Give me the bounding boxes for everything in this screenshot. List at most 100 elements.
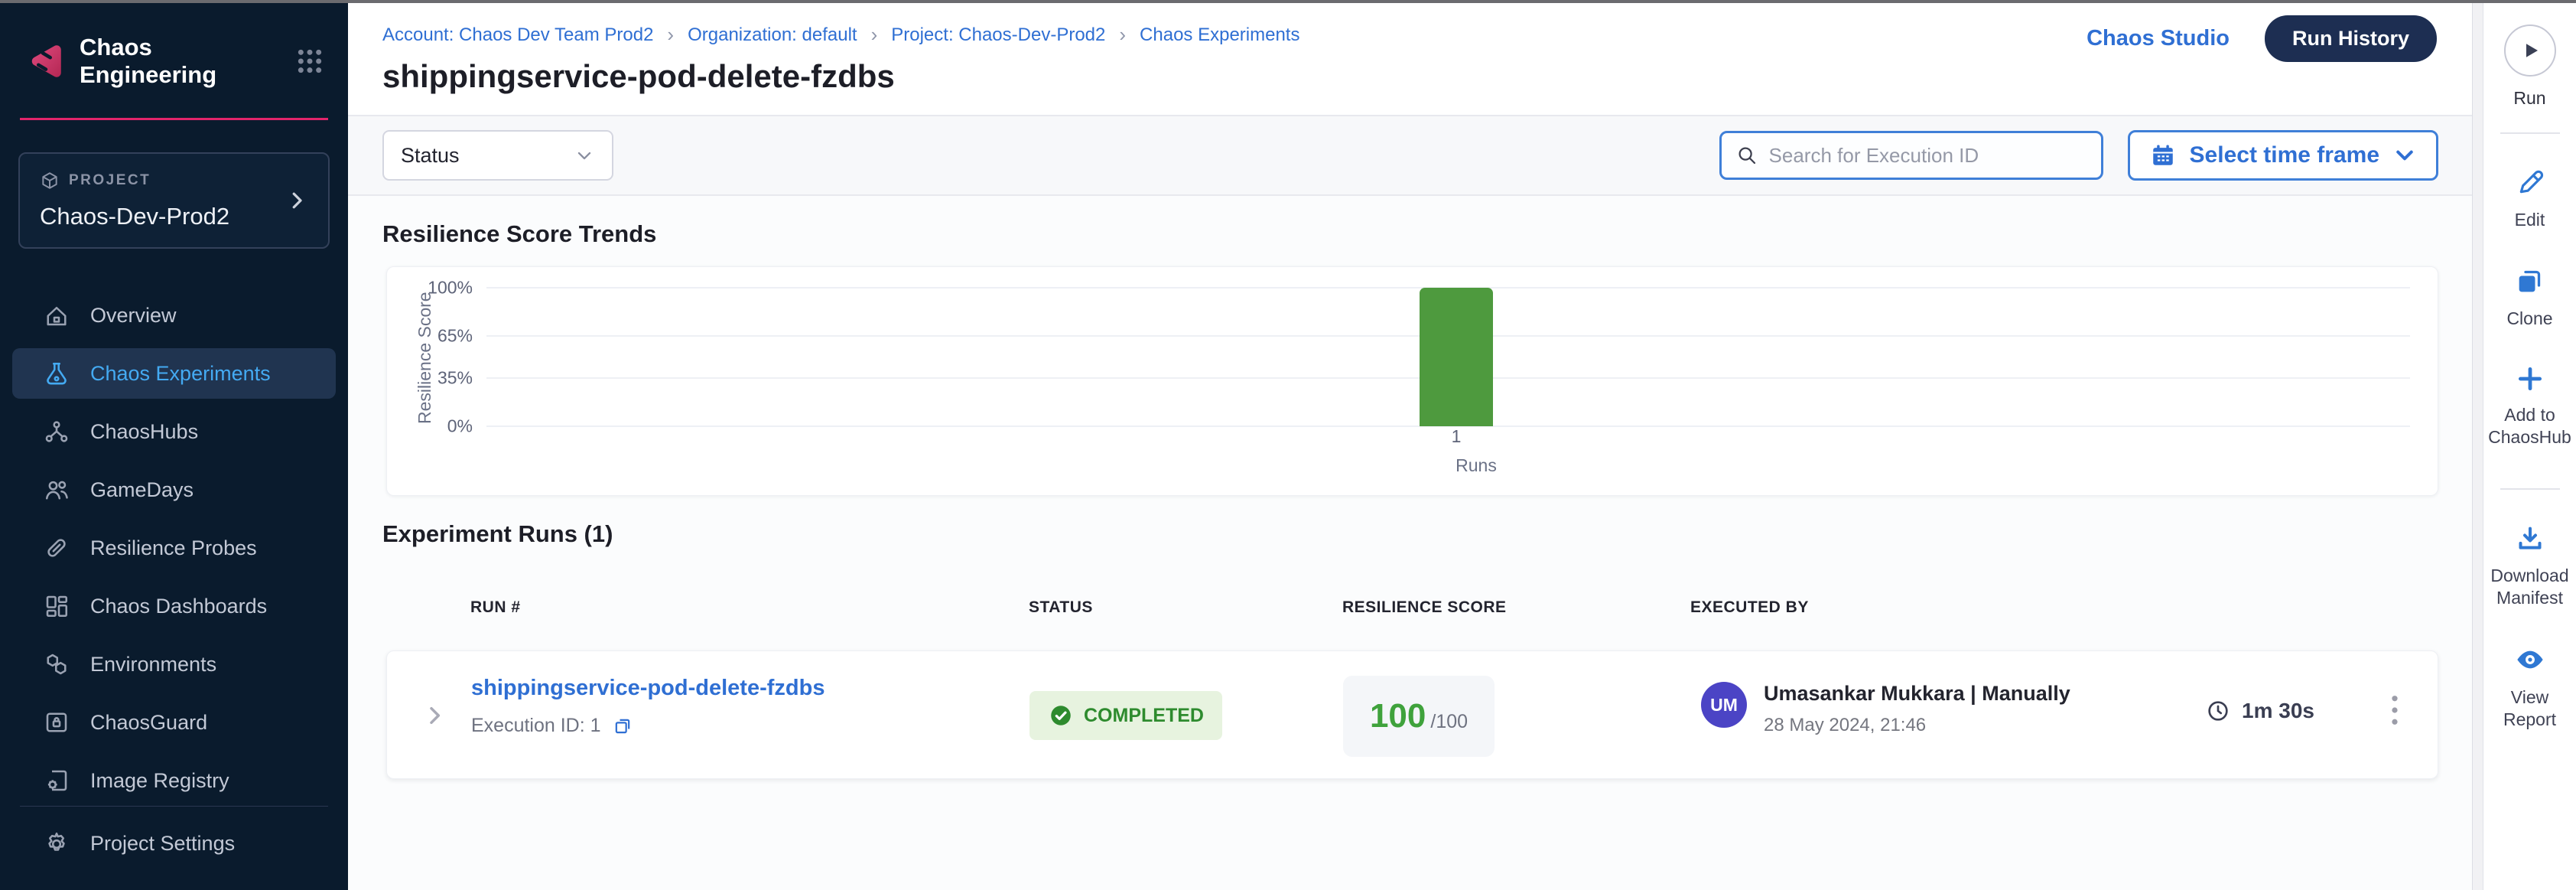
sidebar-item-environments[interactable]: Environments: [12, 639, 336, 690]
sidebar-item-resilience-probes[interactable]: Resilience Probes: [12, 523, 336, 573]
chaos-studio-link[interactable]: Chaos Studio: [2086, 26, 2230, 51]
sidebar-item-chaosguard[interactable]: ChaosGuard: [12, 697, 336, 748]
sidebar-nav: Overview Chaos Experiments ChaosHubs Gam…: [0, 282, 348, 806]
sidebar-item-label: GameDays: [90, 478, 194, 501]
search-input[interactable]: [1768, 143, 2087, 168]
status-text: COMPLETED: [1084, 704, 1204, 726]
download-manifest-button[interactable]: Download Manifest: [2483, 523, 2576, 609]
duration-cell: 1m 30s: [2206, 699, 2314, 723]
duration-text: 1m 30s: [2242, 699, 2314, 722]
filter-bar: Status Select time frame: [348, 115, 2472, 196]
breadcrumb-account[interactable]: Account: Chaos Dev Team Prod2: [382, 24, 654, 45]
sidebar-item-project-settings[interactable]: Project Settings: [12, 828, 336, 859]
sidebar-item-label: Environments: [90, 652, 217, 676]
rail-divider: [2500, 487, 2560, 490]
chart-y-axis-label: Resilience Score: [415, 292, 434, 424]
breadcrumb-project[interactable]: Project: Chaos-Dev-Prod2: [891, 24, 1106, 45]
breadcrumb: Account: Chaos Dev Team Prod2 › Organiza…: [382, 23, 1299, 47]
sidebar-item-label: ChaosHubs: [90, 419, 199, 443]
runs-table-header: RUN # STATUS RESILIENCE SCORE EXECUTED B…: [386, 598, 2438, 621]
status-filter-label: Status: [401, 143, 460, 167]
executed-at: 28 May 2024, 21:46: [1764, 715, 1927, 735]
run-experiment-button[interactable]: Run: [2503, 24, 2556, 109]
dashboard-icon: [43, 592, 70, 620]
chart-plot: 0% 35% 65% 100%: [428, 278, 2410, 436]
brand-accent-line: [20, 118, 328, 121]
view-report-button[interactable]: View Report: [2483, 644, 2576, 731]
window-top-edge: [0, 0, 2576, 3]
gridline: [486, 425, 2410, 427]
chart-bar: [1420, 288, 1493, 426]
sidebar-item-label: Project Settings: [90, 832, 236, 856]
status-filter-dropdown[interactable]: Status: [382, 130, 613, 181]
chart-x-tick: 1: [1451, 426, 1462, 446]
search-icon: [1738, 147, 1755, 165]
eye-icon: [2516, 650, 2543, 669]
home-icon: [43, 302, 70, 329]
sidebar: Chaos Engineering PROJECT Chaos-Dev-Prod…: [0, 3, 348, 890]
chart-title: Resilience Score Trends: [382, 220, 657, 247]
sidebar-item-chaoshubs[interactable]: ChaosHubs: [12, 406, 336, 457]
execution-id-label: Execution ID: 1: [471, 715, 601, 736]
gear-icon: [43, 830, 70, 858]
probe-icon: [43, 534, 70, 562]
avatar: UM: [1701, 682, 1747, 728]
breadcrumb-separator: ›: [870, 23, 878, 46]
column-header-score: RESILIENCE SCORE: [1342, 598, 1507, 616]
clone-button[interactable]: Clone: [2506, 266, 2553, 330]
view-report-label: View Report: [2503, 687, 2557, 729]
chart-x-axis-label: Runs: [1456, 455, 1497, 475]
sidebar-item-image-registry[interactable]: Image Registry: [12, 755, 336, 806]
column-header-run: RUN #: [470, 598, 521, 616]
sidebar-item-label: Chaos Experiments: [90, 361, 271, 385]
sidebar-item-chaos-dashboards[interactable]: Chaos Dashboards: [12, 581, 336, 631]
y-tick-label: 65%: [437, 325, 473, 346]
sidebar-item-chaos-experiments[interactable]: Chaos Experiments: [12, 348, 336, 399]
copy-icon[interactable]: [612, 716, 633, 737]
calendar-icon: [2152, 145, 2173, 165]
y-tick-label: 35%: [437, 367, 473, 388]
run-name-link[interactable]: shippingservice-pod-delete-fzdbs: [471, 676, 825, 700]
sidebar-item-label: Chaos Dashboards: [90, 594, 268, 618]
sidebar-divider: [20, 806, 328, 807]
time-frame-label: Select time frame: [2189, 142, 2379, 168]
breadcrumb-chaos-experiments[interactable]: Chaos Experiments: [1140, 24, 1300, 45]
download-manifest-label: Download Manifest: [2490, 565, 2569, 608]
resilience-score-box: 100 /100: [1343, 676, 1495, 757]
sidebar-item-label: Image Registry: [90, 768, 229, 792]
sidebar-item-overview[interactable]: Overview: [12, 290, 336, 341]
chaos-engineering-logo-icon: [31, 45, 61, 77]
row-menu-kebab-icon[interactable]: [2382, 691, 2408, 729]
edit-button[interactable]: Edit: [2515, 168, 2545, 231]
executed-by-name: Umasankar Mukkara | Manually: [1764, 682, 2070, 705]
play-icon: [2526, 44, 2538, 57]
run-history-button[interactable]: Run History: [2264, 15, 2437, 62]
module-grid-icon[interactable]: [294, 46, 325, 77]
chevron-down-icon: [577, 152, 591, 160]
score-total: /100: [1430, 710, 1469, 732]
expand-row-chevron-icon[interactable]: [422, 703, 447, 728]
edit-label: Edit: [2514, 209, 2545, 230]
time-frame-dropdown[interactable]: Select time frame: [2127, 130, 2438, 181]
execution-search: [1719, 131, 2103, 180]
users-icon: [43, 476, 70, 504]
hexagons-icon: [43, 650, 70, 678]
download-icon: [2519, 527, 2541, 549]
action-rail: Run Edit Clone Add to ChaosHub Download …: [2483, 3, 2576, 890]
breadcrumb-separator: ›: [667, 23, 675, 46]
sidebar-item-label: ChaosGuard: [90, 710, 208, 734]
clone-icon: [2519, 270, 2541, 292]
lock-card-icon: [43, 709, 70, 736]
chevron-right-icon: [292, 192, 302, 209]
add-to-chaoshub-button[interactable]: Add to ChaosHub: [2483, 364, 2576, 448]
y-tick-label: 100%: [428, 277, 473, 298]
status-badge: COMPLETED: [1029, 691, 1222, 740]
sidebar-item-gamedays[interactable]: GameDays: [12, 465, 336, 515]
page-header: Account: Chaos Dev Team Prod2 › Organiza…: [348, 3, 2472, 115]
scrollbar[interactable]: [2472, 3, 2483, 890]
check-circle-icon: [1051, 706, 1071, 725]
project-selector[interactable]: PROJECT Chaos-Dev-Prod2: [18, 152, 330, 249]
sidebar-item-label: Overview: [90, 303, 177, 327]
registry-gear-icon: [43, 767, 70, 794]
breadcrumb-organization[interactable]: Organization: default: [688, 24, 857, 45]
